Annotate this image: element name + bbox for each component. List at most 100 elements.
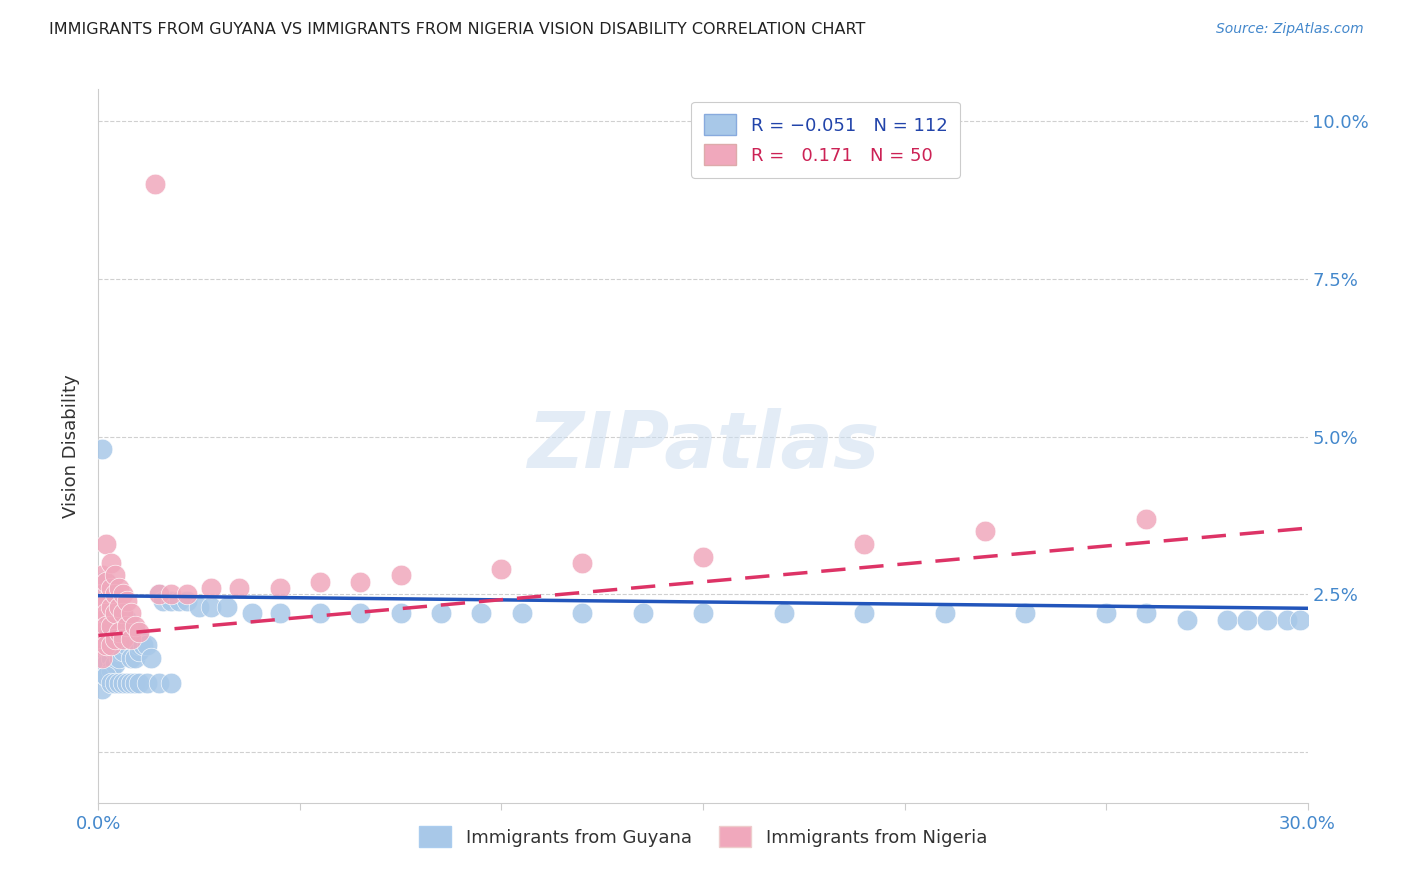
Point <box>100 644 122 658</box>
Point <box>349 574 371 589</box>
Point <box>107 675 129 690</box>
Point <box>96 638 118 652</box>
Point <box>1216 613 1239 627</box>
Point <box>111 613 134 627</box>
Point <box>91 638 114 652</box>
Point <box>128 675 150 690</box>
Point <box>91 613 114 627</box>
Point <box>103 607 125 621</box>
Point <box>91 625 114 640</box>
Point <box>100 600 122 615</box>
Point <box>103 587 125 601</box>
Point <box>91 574 114 589</box>
Point <box>240 607 263 621</box>
Point <box>269 607 291 621</box>
Point <box>200 581 222 595</box>
Point <box>120 632 142 646</box>
Point <box>96 574 118 589</box>
Point <box>103 657 125 671</box>
Point <box>148 587 170 601</box>
Point <box>772 607 794 621</box>
Point <box>115 638 138 652</box>
Point <box>107 613 129 627</box>
Point <box>96 574 118 589</box>
Point <box>491 562 513 576</box>
Point <box>309 607 332 621</box>
Point <box>100 638 122 652</box>
Point <box>160 675 183 690</box>
Point <box>115 613 138 627</box>
Point <box>228 581 250 595</box>
Point <box>269 581 291 595</box>
Text: Source: ZipAtlas.com: Source: ZipAtlas.com <box>1216 22 1364 37</box>
Point <box>100 632 122 646</box>
Point <box>107 625 129 640</box>
Point <box>100 663 122 677</box>
Point <box>96 644 118 658</box>
Point <box>1236 613 1258 627</box>
Point <box>128 638 150 652</box>
Point <box>1095 607 1118 621</box>
Point <box>91 663 114 677</box>
Point <box>96 537 118 551</box>
Point <box>1277 613 1299 627</box>
Point <box>96 657 118 671</box>
Point <box>100 638 122 652</box>
Legend: Immigrants from Guyana, Immigrants from Nigeria: Immigrants from Guyana, Immigrants from … <box>408 815 998 858</box>
Point <box>309 574 332 589</box>
Point <box>107 600 129 615</box>
Point <box>176 593 198 607</box>
Point <box>96 600 118 615</box>
Point <box>91 613 114 627</box>
Point <box>96 650 118 665</box>
Point <box>96 638 118 652</box>
Point <box>111 675 134 690</box>
Point <box>128 644 150 658</box>
Point <box>91 638 114 652</box>
Point <box>176 587 198 601</box>
Point <box>96 632 118 646</box>
Point <box>111 638 134 652</box>
Point <box>124 619 146 633</box>
Point <box>124 650 146 665</box>
Point <box>1135 511 1157 525</box>
Point <box>148 587 170 601</box>
Point <box>107 644 129 658</box>
Point <box>124 675 146 690</box>
Point <box>148 675 170 690</box>
Point <box>120 619 142 633</box>
Point <box>103 568 125 582</box>
Text: ZIPatlas: ZIPatlas <box>527 408 879 484</box>
Point <box>103 632 125 646</box>
Point <box>100 675 122 690</box>
Text: IMMIGRANTS FROM GUYANA VS IMMIGRANTS FROM NIGERIA VISION DISABILITY CORRELATION : IMMIGRANTS FROM GUYANA VS IMMIGRANTS FRO… <box>49 22 866 37</box>
Point <box>100 600 122 615</box>
Point <box>1175 613 1198 627</box>
Point <box>107 607 129 621</box>
Point <box>143 177 166 191</box>
Point <box>103 644 125 658</box>
Point <box>389 607 412 621</box>
Point <box>103 632 125 646</box>
Point <box>103 638 125 652</box>
Point <box>167 593 190 607</box>
Point <box>107 632 129 646</box>
Point <box>103 607 125 621</box>
Point <box>430 607 453 621</box>
Point <box>91 650 114 665</box>
Point <box>217 600 239 615</box>
Point <box>111 632 134 646</box>
Point <box>115 619 138 633</box>
Point <box>107 619 129 633</box>
Point <box>1288 613 1310 627</box>
Point <box>115 619 138 633</box>
Point <box>100 556 122 570</box>
Point <box>111 587 134 601</box>
Point <box>974 524 997 539</box>
Point <box>128 625 150 640</box>
Point <box>91 644 114 658</box>
Point <box>124 632 146 646</box>
Point <box>470 607 492 621</box>
Point <box>111 607 134 621</box>
Point <box>120 607 142 621</box>
